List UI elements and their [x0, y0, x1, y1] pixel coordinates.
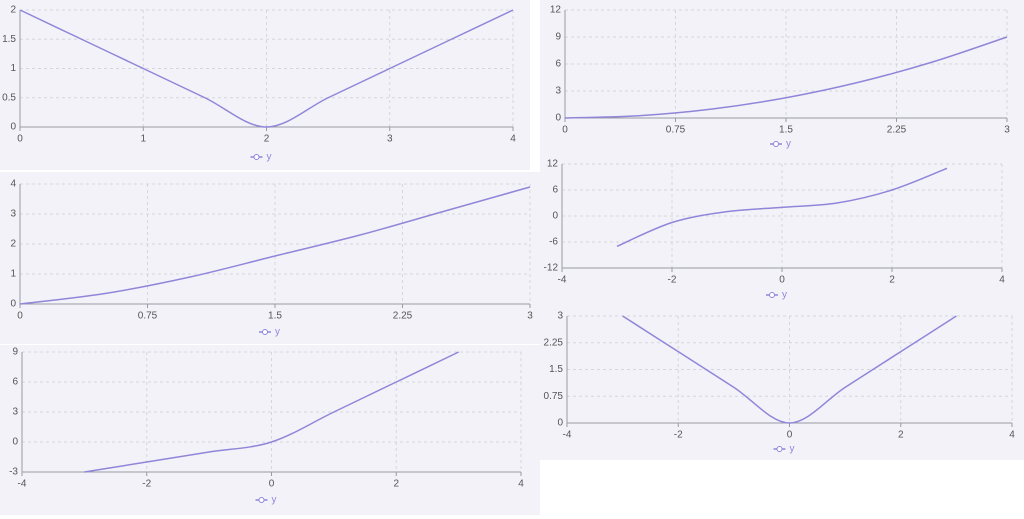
x-tick-label: 1 [140, 134, 146, 145]
y-tick-label: 0 [10, 122, 16, 133]
legend-label: y [275, 327, 280, 338]
y-tick-label: 0.5 [2, 92, 16, 103]
panel-background [540, 310, 1024, 460]
line [19, 9, 514, 128]
x-tick-label: -2 [674, 430, 683, 441]
y-tick-label: 0 [12, 437, 18, 448]
x-tick-label: 1.5 [779, 125, 793, 136]
y-tick-label: 0.75 [544, 391, 564, 402]
y-tick-label: 1.5 [2, 34, 16, 45]
y-tick-label: -3 [9, 467, 18, 478]
x-tick-label: 1.5 [268, 311, 282, 322]
panel-background [540, 0, 1024, 160]
legend-marker [253, 154, 260, 160]
legend-marker [262, 329, 268, 335]
y-tick-label: 3 [555, 86, 561, 97]
x-tick-label: 0.75 [666, 125, 686, 136]
x-tick-label: 3 [527, 311, 533, 322]
line [616, 167, 948, 248]
y-tick-label: 12 [550, 5, 562, 16]
legend-marker [769, 292, 775, 298]
x-tick-label: -2 [668, 275, 677, 286]
x-tick-label: 0 [787, 430, 793, 441]
y-tick-label: 1.5 [549, 364, 563, 375]
chart-panel: -12 -6 0 6 12 -4 -2 0 2 4 y [540, 159, 1024, 310]
x-tick-label: 0 [779, 275, 785, 286]
x-tick-label: 2 [393, 479, 399, 490]
x-tick-label: -4 [18, 479, 27, 490]
chart-panel: -3 0 3 6 9 -4 -2 0 2 4 y [0, 345, 540, 515]
legend-label: y [267, 152, 272, 163]
y-tick-label: 2 [10, 5, 16, 16]
x-tick-label: 4 [518, 479, 524, 490]
x-tick-label: 0.75 [138, 311, 158, 322]
y-tick-label: 0 [552, 211, 558, 222]
x-tick-label: 0 [562, 125, 568, 136]
y-tick-label: -6 [549, 237, 558, 248]
x-tick-label: 2 [889, 275, 895, 286]
x-tick-label: 2 [898, 430, 904, 441]
line [564, 36, 1008, 119]
x-tick-label: 3 [387, 134, 393, 145]
y-tick-label: 3 [557, 311, 563, 322]
line [19, 186, 531, 305]
panel-background [0, 0, 530, 170]
x-tick-label: 2.25 [393, 311, 413, 322]
chart-panel: 0 3 6 9 12 0 0.75 1.5 2.25 3 y [540, 0, 1024, 160]
y-tick-label: 4 [10, 179, 16, 190]
legend-marker [773, 141, 779, 147]
line [622, 315, 957, 424]
chart-panel: 0 1 2 3 4 0 0.75 1.5 2.25 3 y [0, 172, 540, 344]
y-tick-label: 2.25 [544, 337, 564, 348]
y-tick-label: 3 [12, 407, 18, 418]
x-tick-label: 4 [1009, 430, 1015, 441]
y-tick-label: 0 [555, 113, 561, 124]
y-tick-label: 2 [10, 239, 16, 250]
y-tick-label: 9 [12, 347, 18, 358]
chart-panel: 0 0.5 1 1.5 2 0 1 2 3 4 y [0, 0, 530, 170]
legend-label: y [782, 290, 787, 301]
legend-marker [258, 497, 265, 503]
y-tick-label: 1 [10, 269, 16, 280]
line [84, 351, 459, 473]
y-tick-label: -12 [544, 263, 559, 274]
x-tick-label: -4 [563, 430, 572, 441]
legend-marker [776, 446, 783, 452]
x-tick-label: 0 [269, 479, 275, 490]
y-tick-label: 3 [10, 209, 16, 220]
y-tick-label: 6 [12, 377, 18, 388]
legend-label: y [272, 495, 277, 506]
legend-label: y [786, 139, 791, 150]
y-tick-label: 0 [557, 418, 563, 429]
y-tick-label: 9 [555, 32, 561, 43]
x-tick-label: 2.25 [887, 125, 907, 136]
y-tick-label: 6 [555, 59, 561, 70]
x-tick-label: 0 [17, 311, 23, 322]
y-tick-label: 12 [547, 159, 559, 170]
x-tick-label: 4 [999, 275, 1005, 286]
legend-label: y [790, 444, 795, 455]
x-tick-label: 2 [264, 134, 270, 145]
panel-background [0, 345, 540, 515]
y-tick-label: 1 [10, 63, 16, 74]
y-tick-label: 0 [10, 299, 16, 310]
x-tick-label: 0 [17, 134, 23, 145]
x-tick-label: 3 [1004, 125, 1010, 136]
x-tick-label: -4 [558, 275, 567, 286]
y-tick-label: 6 [552, 185, 558, 196]
chart-panel: 0 0.75 1.5 2.25 3 -4 -2 0 2 4 y [540, 310, 1024, 460]
x-tick-label: -2 [142, 479, 151, 490]
x-tick-label: 4 [510, 134, 516, 145]
